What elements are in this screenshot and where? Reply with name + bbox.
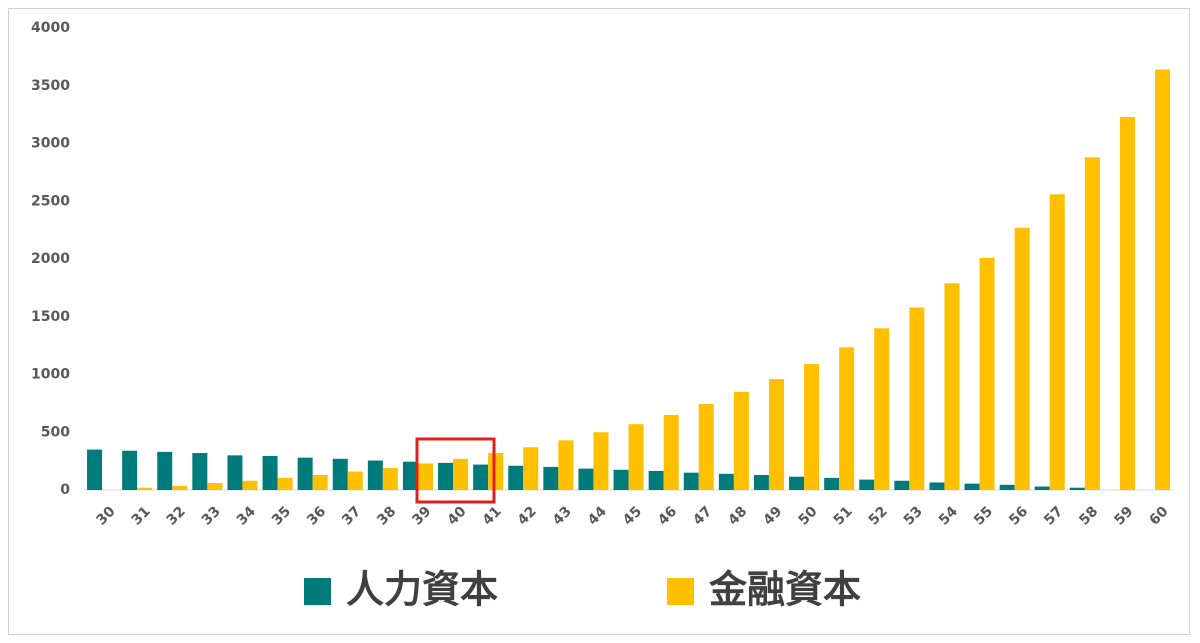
bar bbox=[1034, 486, 1050, 490]
bar bbox=[508, 465, 524, 490]
legend-label: 人力資本 bbox=[346, 568, 498, 612]
bar bbox=[523, 447, 539, 490]
bar bbox=[753, 474, 769, 490]
bar bbox=[768, 379, 784, 490]
bar bbox=[87, 449, 103, 490]
bar bbox=[894, 480, 910, 490]
y-tick-label: 0 bbox=[60, 482, 70, 498]
bar bbox=[964, 483, 980, 490]
highlight-box bbox=[415, 437, 496, 504]
bar bbox=[192, 453, 208, 490]
bar bbox=[367, 460, 383, 490]
bar bbox=[578, 468, 594, 490]
bar bbox=[157, 451, 173, 490]
bar bbox=[137, 487, 153, 490]
bar bbox=[207, 483, 223, 490]
bar bbox=[1069, 487, 1085, 490]
bar bbox=[839, 347, 855, 490]
bar bbox=[683, 472, 699, 490]
y-tick-label: 1500 bbox=[31, 309, 70, 325]
bar bbox=[558, 440, 574, 490]
bar bbox=[332, 458, 348, 490]
bar bbox=[402, 461, 418, 490]
bar bbox=[733, 391, 749, 490]
bar bbox=[979, 257, 995, 490]
bar bbox=[628, 424, 644, 490]
bar bbox=[944, 283, 960, 490]
bar bbox=[417, 463, 433, 490]
bar bbox=[488, 453, 504, 490]
bar bbox=[242, 480, 258, 490]
bar bbox=[347, 471, 363, 490]
bar bbox=[648, 470, 664, 490]
bar bbox=[262, 455, 278, 490]
bar bbox=[543, 466, 559, 490]
bar bbox=[874, 328, 890, 490]
bar bbox=[593, 432, 609, 490]
bar bbox=[1014, 227, 1030, 490]
y-tick-label: 4000 bbox=[31, 20, 70, 36]
bar bbox=[277, 477, 293, 490]
bar bbox=[172, 485, 188, 490]
y-tick-label: 3000 bbox=[31, 136, 70, 152]
legend-label: 金融資本 bbox=[708, 568, 861, 612]
bar bbox=[718, 473, 734, 490]
bar bbox=[909, 307, 925, 490]
y-tick-label: 2000 bbox=[31, 251, 70, 267]
chart-frame bbox=[8, 8, 1190, 635]
bar bbox=[804, 364, 820, 490]
bar bbox=[1119, 116, 1135, 490]
bar bbox=[1084, 157, 1100, 491]
bar bbox=[663, 414, 679, 490]
bar bbox=[1049, 194, 1065, 490]
bar bbox=[929, 482, 945, 490]
bar bbox=[824, 477, 840, 490]
bar bbox=[698, 403, 714, 490]
legend-swatch bbox=[667, 578, 694, 605]
bar bbox=[789, 476, 805, 490]
bar bbox=[613, 469, 629, 490]
bar bbox=[859, 479, 875, 490]
bar bbox=[122, 450, 138, 490]
y-tick-label: 2500 bbox=[31, 193, 70, 209]
bar bbox=[382, 468, 398, 490]
y-tick-label: 1000 bbox=[31, 367, 70, 383]
bar bbox=[473, 464, 489, 490]
bar bbox=[1155, 69, 1171, 490]
y-tick-label: 500 bbox=[41, 424, 70, 440]
bar bbox=[297, 457, 313, 490]
bar bbox=[453, 458, 469, 490]
bar bbox=[312, 474, 328, 490]
legend-swatch bbox=[304, 578, 331, 605]
bar bbox=[999, 484, 1015, 490]
y-tick-label: 3500 bbox=[31, 78, 70, 94]
bar bbox=[438, 462, 454, 490]
bar bbox=[227, 455, 243, 490]
